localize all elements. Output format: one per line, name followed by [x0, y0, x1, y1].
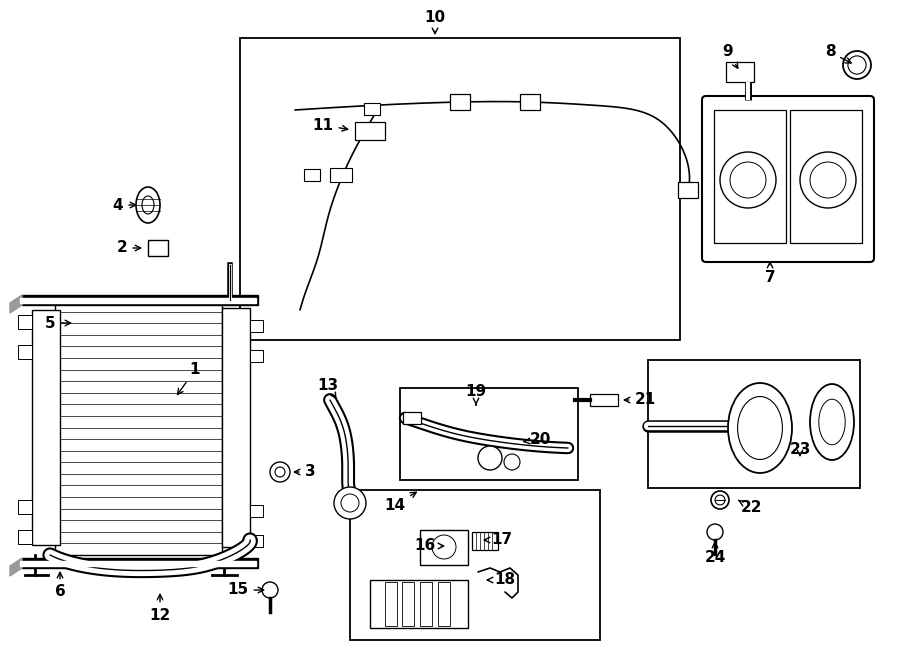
Bar: [250, 505, 263, 517]
Bar: [790, 110, 862, 243]
Text: 23: 23: [789, 442, 811, 457]
Text: 10: 10: [425, 11, 446, 34]
Bar: [420, 582, 432, 626]
Bar: [714, 110, 786, 243]
Text: 8: 8: [824, 44, 851, 63]
Bar: [240, 38, 680, 340]
Polygon shape: [20, 298, 256, 303]
Bar: [520, 94, 540, 110]
Circle shape: [800, 152, 856, 208]
Ellipse shape: [810, 384, 854, 460]
Bar: [32, 310, 60, 545]
Text: 24: 24: [705, 542, 725, 566]
Text: 14: 14: [384, 492, 417, 512]
Bar: [385, 582, 397, 626]
Bar: [148, 240, 168, 256]
Bar: [355, 122, 385, 140]
Bar: [18, 315, 32, 329]
Polygon shape: [10, 295, 22, 313]
Bar: [726, 62, 754, 82]
Bar: [18, 500, 32, 514]
Text: 6: 6: [55, 572, 66, 600]
Polygon shape: [20, 561, 256, 566]
Circle shape: [711, 491, 729, 509]
Text: 12: 12: [149, 594, 171, 623]
Bar: [330, 168, 352, 182]
Bar: [222, 308, 250, 547]
Text: 5: 5: [45, 315, 71, 330]
Ellipse shape: [136, 187, 160, 223]
Circle shape: [262, 582, 278, 598]
Text: 2: 2: [117, 241, 140, 256]
Circle shape: [810, 162, 846, 198]
Bar: [250, 535, 263, 547]
Bar: [400, 388, 578, 480]
Text: 11: 11: [312, 118, 347, 132]
Text: 19: 19: [465, 385, 487, 405]
Circle shape: [707, 524, 723, 540]
Polygon shape: [22, 558, 258, 568]
Circle shape: [334, 487, 366, 519]
Polygon shape: [10, 558, 22, 576]
Bar: [648, 360, 860, 488]
Bar: [250, 320, 263, 332]
Text: 21: 21: [625, 393, 655, 407]
Bar: [364, 103, 380, 115]
Circle shape: [715, 495, 725, 505]
Text: 22: 22: [738, 500, 763, 516]
Bar: [55, 300, 222, 555]
Circle shape: [720, 152, 776, 208]
Bar: [420, 530, 468, 565]
Bar: [678, 182, 698, 198]
Circle shape: [478, 446, 502, 470]
Text: 7: 7: [765, 262, 775, 286]
FancyBboxPatch shape: [702, 96, 874, 262]
Bar: [472, 532, 498, 550]
Ellipse shape: [738, 397, 782, 459]
Circle shape: [504, 454, 520, 470]
Text: 15: 15: [228, 582, 264, 598]
Bar: [370, 580, 468, 628]
Text: 4: 4: [112, 198, 136, 212]
Text: 17: 17: [484, 533, 513, 547]
Bar: [450, 94, 470, 110]
Bar: [350, 490, 600, 640]
Circle shape: [848, 56, 866, 74]
Bar: [250, 350, 263, 362]
Bar: [18, 530, 32, 544]
Bar: [18, 345, 32, 359]
Text: 16: 16: [414, 539, 444, 553]
Text: 3: 3: [294, 465, 315, 479]
Circle shape: [432, 535, 456, 559]
Text: 9: 9: [723, 44, 738, 68]
Text: 20: 20: [524, 432, 551, 447]
Circle shape: [270, 462, 290, 482]
Bar: [590, 394, 618, 406]
Ellipse shape: [142, 196, 154, 214]
Bar: [438, 582, 450, 626]
Circle shape: [341, 494, 359, 512]
Bar: [402, 582, 414, 626]
Circle shape: [843, 51, 871, 79]
Text: 1: 1: [177, 362, 200, 395]
Text: 18: 18: [487, 572, 516, 588]
Circle shape: [275, 467, 285, 477]
Bar: [403, 412, 421, 424]
Text: 13: 13: [318, 377, 338, 399]
Circle shape: [730, 162, 766, 198]
Polygon shape: [22, 295, 258, 305]
Ellipse shape: [819, 399, 845, 445]
Bar: [304, 169, 320, 181]
Ellipse shape: [728, 383, 792, 473]
